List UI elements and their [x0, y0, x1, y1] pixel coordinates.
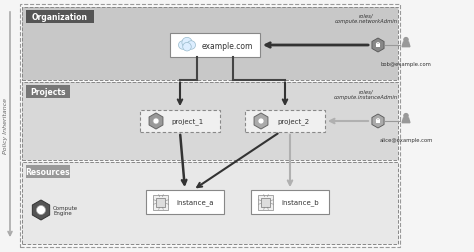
Text: roles/
compute.networkAdmin: roles/ compute.networkAdmin [335, 13, 398, 24]
Circle shape [182, 38, 192, 48]
Circle shape [179, 42, 187, 50]
Circle shape [258, 118, 264, 124]
Text: roles/
compute.instanceAdmin: roles/ compute.instanceAdmin [334, 89, 398, 100]
FancyBboxPatch shape [170, 34, 260, 58]
Text: Resources: Resources [26, 167, 70, 176]
Text: alice@example.com: alice@example.com [379, 137, 433, 142]
FancyBboxPatch shape [245, 111, 325, 133]
Polygon shape [402, 118, 410, 123]
Text: instance_a: instance_a [176, 199, 214, 206]
FancyBboxPatch shape [26, 86, 70, 99]
FancyBboxPatch shape [154, 195, 168, 210]
Polygon shape [32, 200, 50, 220]
Text: Projects: Projects [30, 88, 66, 97]
Text: example.com: example.com [201, 41, 253, 50]
FancyBboxPatch shape [22, 162, 398, 244]
FancyBboxPatch shape [376, 120, 380, 124]
FancyBboxPatch shape [376, 44, 380, 48]
Polygon shape [149, 114, 163, 130]
Polygon shape [372, 39, 384, 53]
Text: bob@example.com: bob@example.com [381, 62, 431, 67]
Text: instance_b: instance_b [281, 199, 319, 206]
Polygon shape [372, 115, 384, 129]
FancyBboxPatch shape [146, 190, 224, 214]
Circle shape [183, 43, 191, 52]
FancyBboxPatch shape [156, 198, 165, 207]
Circle shape [403, 113, 409, 119]
FancyBboxPatch shape [262, 198, 271, 207]
Text: Organization: Organization [32, 13, 88, 22]
FancyBboxPatch shape [22, 83, 398, 160]
FancyBboxPatch shape [140, 111, 220, 133]
FancyBboxPatch shape [251, 190, 329, 214]
FancyBboxPatch shape [22, 8, 398, 81]
Text: Compute
Engine: Compute Engine [53, 205, 78, 215]
FancyBboxPatch shape [20, 5, 400, 247]
Text: project_1: project_1 [172, 118, 204, 125]
Circle shape [153, 118, 159, 124]
Polygon shape [254, 114, 268, 130]
FancyBboxPatch shape [26, 11, 94, 24]
Circle shape [187, 42, 195, 50]
Circle shape [403, 38, 409, 43]
Circle shape [36, 206, 46, 215]
Text: Policy Inheritance: Policy Inheritance [2, 98, 8, 153]
FancyBboxPatch shape [26, 165, 70, 178]
Text: project_2: project_2 [277, 118, 309, 125]
FancyBboxPatch shape [258, 195, 273, 210]
Polygon shape [402, 43, 410, 47]
